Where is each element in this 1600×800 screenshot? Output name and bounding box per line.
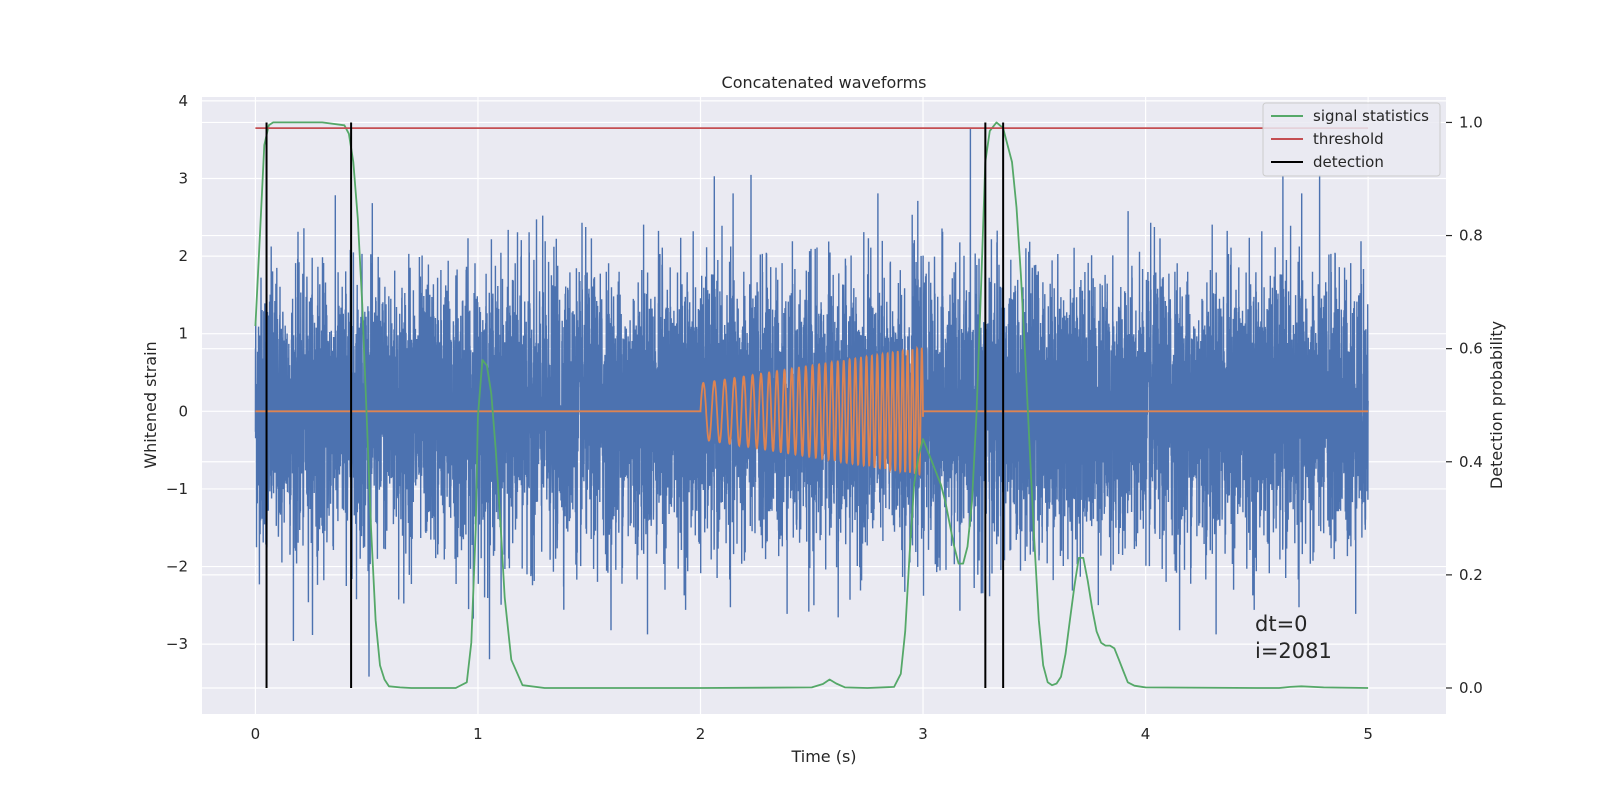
x-tick-label: 0 xyxy=(251,725,261,743)
y2-tick-label: 0.2 xyxy=(1459,566,1483,584)
x-tick-label: 2 xyxy=(696,725,706,743)
legend-box xyxy=(1262,102,1441,177)
x-tick-label: 4 xyxy=(1141,725,1151,743)
x-tick-label: 5 xyxy=(1363,725,1373,743)
y-tick-label: −2 xyxy=(166,558,188,576)
y-tick-label: 3 xyxy=(178,169,188,187)
tick-labels: 0 1 2 3 4 5 −3 −2 −1 0 1 2 3 4 0.0 0.2 0.4 0.6 0.8 1.0 xyxy=(166,92,1483,743)
y-tick-label: −1 xyxy=(166,480,188,498)
annotation-dt: dt=0 xyxy=(1255,612,1308,636)
y-tick-label: 0 xyxy=(178,402,188,420)
y2-tick-label: 1.0 xyxy=(1459,113,1483,131)
y2-tick-label: 0.8 xyxy=(1459,227,1483,245)
annotation-i: i=2081 xyxy=(1255,639,1332,663)
series-layer xyxy=(254,121,1369,689)
y2-tick-label: 0.0 xyxy=(1459,679,1483,697)
y-axis-label: Whitened strain xyxy=(141,341,160,468)
y-tick-label: 4 xyxy=(178,92,188,110)
x-tick-label: 3 xyxy=(918,725,928,743)
x-axis-label: Time (s) xyxy=(790,747,856,766)
legend-label-signal-statistics: signal statistics xyxy=(1313,107,1429,125)
legend-label-detection: detection xyxy=(1313,153,1384,171)
series-injected-signal xyxy=(255,345,1369,477)
y-tick-label: −3 xyxy=(166,635,188,653)
y-tick-label: 2 xyxy=(178,247,188,265)
y2-tick-label: 0.6 xyxy=(1459,340,1483,358)
y2-axis-label: Detection probability xyxy=(1487,321,1506,489)
x-tick-label: 1 xyxy=(473,725,483,743)
legend: signal statistics threshold detection xyxy=(1262,102,1441,177)
y2-tick-label: 0.4 xyxy=(1459,453,1483,471)
y-tick-label: 1 xyxy=(178,325,188,343)
series-signal-statistics xyxy=(254,121,1369,689)
series-whitened-strain xyxy=(254,128,1369,677)
legend-label-threshold: threshold xyxy=(1313,130,1384,148)
chart-title: Concatenated waveforms xyxy=(722,73,927,92)
